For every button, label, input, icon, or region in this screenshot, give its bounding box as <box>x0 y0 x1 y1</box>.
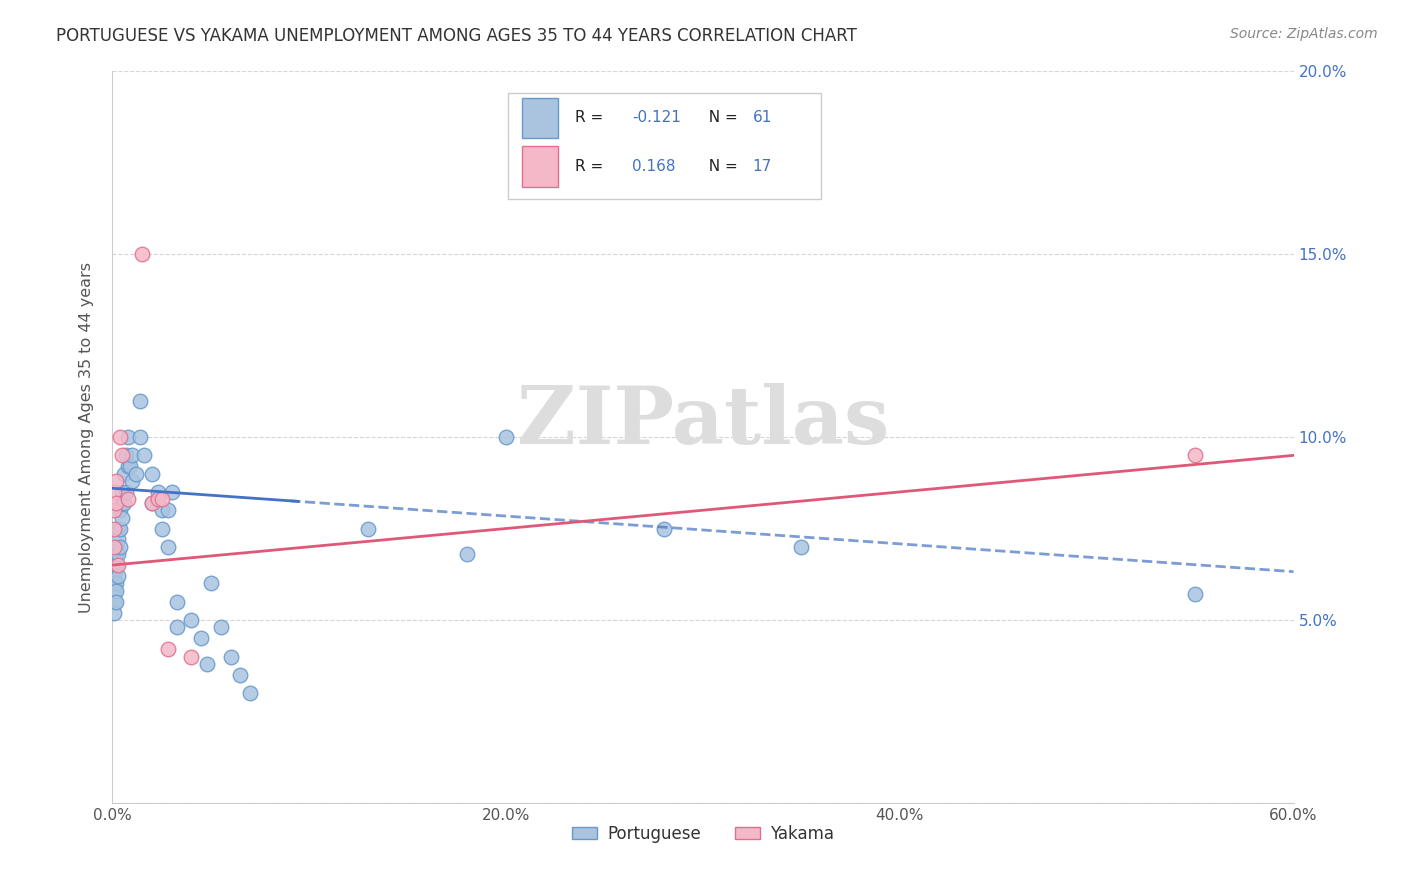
Point <box>156 503 179 517</box>
Point <box>103 583 125 598</box>
Point <box>117 492 139 507</box>
Point <box>229 667 252 681</box>
Point <box>105 576 128 591</box>
Point <box>105 547 128 561</box>
Point <box>180 649 202 664</box>
Text: R =: R = <box>575 159 609 174</box>
Point <box>110 540 132 554</box>
Point <box>180 613 202 627</box>
Point <box>105 540 128 554</box>
Point <box>495 430 517 444</box>
Point <box>129 430 152 444</box>
Point <box>103 550 125 565</box>
Point <box>103 606 125 620</box>
Text: ZIPatlas: ZIPatlas <box>517 384 889 461</box>
Point <box>103 576 125 591</box>
Point <box>105 496 128 510</box>
Text: -0.121: -0.121 <box>633 111 681 125</box>
Text: Source: ZipAtlas.com: Source: ZipAtlas.com <box>1230 27 1378 41</box>
Point <box>107 569 129 583</box>
Point <box>129 393 152 408</box>
Point <box>103 503 125 517</box>
Point <box>103 594 125 608</box>
Point <box>110 430 132 444</box>
Point <box>150 503 173 517</box>
Point <box>141 496 163 510</box>
Point <box>141 467 163 481</box>
Point <box>110 521 132 535</box>
Point <box>105 594 128 608</box>
Point <box>105 474 128 488</box>
Point <box>103 485 125 500</box>
Point <box>111 448 134 462</box>
Point <box>146 485 169 500</box>
Point <box>239 686 262 700</box>
Point <box>125 467 148 481</box>
Point <box>103 521 125 535</box>
Point <box>131 247 153 261</box>
Point <box>105 583 128 598</box>
Point <box>121 448 143 462</box>
Point <box>120 459 142 474</box>
Point <box>156 642 179 657</box>
Point <box>652 521 675 535</box>
Point <box>107 547 129 561</box>
Text: 0.168: 0.168 <box>633 159 676 174</box>
Point <box>103 540 125 554</box>
Point <box>150 492 173 507</box>
FancyBboxPatch shape <box>522 97 558 138</box>
Point <box>121 474 143 488</box>
Point <box>1184 448 1206 462</box>
Point <box>160 485 183 500</box>
Text: 61: 61 <box>752 111 772 125</box>
Point <box>117 459 139 474</box>
Point <box>166 620 188 634</box>
Point <box>110 503 132 517</box>
Point <box>190 632 212 646</box>
Legend: Portuguese, Yakama: Portuguese, Yakama <box>565 818 841 849</box>
Text: R =: R = <box>575 111 609 125</box>
Point <box>146 492 169 507</box>
Point <box>105 558 128 573</box>
Point <box>219 649 242 664</box>
Text: N =: N = <box>699 111 744 125</box>
Text: PORTUGUESE VS YAKAMA UNEMPLOYMENT AMONG AGES 35 TO 44 YEARS CORRELATION CHART: PORTUGUESE VS YAKAMA UNEMPLOYMENT AMONG … <box>56 27 858 45</box>
Point <box>132 448 155 462</box>
Point <box>111 496 134 510</box>
Point <box>111 510 134 524</box>
Point <box>107 533 129 547</box>
FancyBboxPatch shape <box>522 146 558 186</box>
Point <box>112 496 135 510</box>
Point <box>166 594 188 608</box>
Point <box>456 547 478 561</box>
Point <box>117 430 139 444</box>
Point <box>141 496 163 510</box>
Text: N =: N = <box>699 159 744 174</box>
Point <box>103 566 125 580</box>
Point <box>107 558 129 573</box>
Point <box>1184 587 1206 601</box>
Point <box>112 467 135 481</box>
Point <box>115 485 138 500</box>
Point <box>103 569 125 583</box>
Point <box>200 576 222 591</box>
Point <box>115 448 138 462</box>
Y-axis label: Unemployment Among Ages 35 to 44 years: Unemployment Among Ages 35 to 44 years <box>79 261 94 613</box>
Point <box>150 521 173 535</box>
Point <box>790 540 813 554</box>
Point <box>209 620 232 634</box>
Point <box>195 657 218 671</box>
Point <box>357 521 380 535</box>
FancyBboxPatch shape <box>508 94 821 200</box>
Point <box>107 521 129 535</box>
Text: 17: 17 <box>752 159 772 174</box>
Point <box>156 540 179 554</box>
Point <box>103 558 125 573</box>
Point <box>111 485 134 500</box>
